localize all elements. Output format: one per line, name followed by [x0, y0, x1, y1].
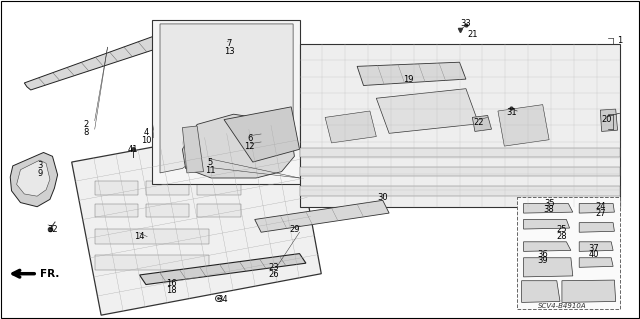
- Text: 25: 25: [557, 225, 567, 234]
- Text: 34: 34: [218, 295, 228, 304]
- Polygon shape: [357, 62, 466, 85]
- Polygon shape: [182, 114, 294, 178]
- Text: 35: 35: [544, 199, 554, 208]
- Text: 12: 12: [244, 142, 255, 151]
- Text: 31: 31: [507, 108, 517, 117]
- Text: 26: 26: [269, 270, 279, 279]
- Polygon shape: [524, 219, 570, 229]
- Polygon shape: [562, 280, 616, 302]
- Polygon shape: [140, 254, 306, 285]
- Text: 22: 22: [474, 118, 484, 127]
- Text: 13: 13: [224, 47, 234, 56]
- Polygon shape: [300, 186, 620, 196]
- Polygon shape: [72, 121, 321, 315]
- Text: 29: 29: [289, 225, 300, 234]
- Text: 32: 32: [47, 225, 58, 234]
- Polygon shape: [10, 152, 58, 207]
- Text: 39: 39: [538, 256, 548, 265]
- Text: 20: 20: [602, 115, 612, 124]
- Polygon shape: [152, 20, 300, 184]
- Polygon shape: [146, 204, 189, 217]
- Polygon shape: [224, 107, 300, 162]
- Text: 33: 33: [461, 19, 471, 28]
- Polygon shape: [579, 204, 614, 213]
- Text: 3: 3: [37, 161, 42, 170]
- Text: FR.: FR.: [40, 269, 60, 279]
- Polygon shape: [524, 242, 571, 251]
- Text: 19: 19: [403, 75, 413, 84]
- Polygon shape: [17, 160, 50, 196]
- Polygon shape: [498, 105, 549, 146]
- Polygon shape: [197, 181, 241, 195]
- Polygon shape: [24, 37, 161, 90]
- Text: 9: 9: [37, 169, 42, 178]
- Text: 36: 36: [538, 250, 548, 259]
- Text: 27: 27: [595, 209, 605, 218]
- Text: 4: 4: [143, 128, 148, 137]
- Text: 5: 5: [207, 158, 212, 167]
- Polygon shape: [600, 109, 618, 131]
- Text: 23: 23: [269, 263, 279, 272]
- Polygon shape: [300, 148, 620, 157]
- Text: 10: 10: [141, 136, 151, 145]
- Text: 2: 2: [84, 120, 89, 129]
- Text: 21: 21: [467, 30, 477, 39]
- Polygon shape: [300, 44, 620, 207]
- Text: 14: 14: [134, 232, 145, 241]
- Polygon shape: [95, 181, 138, 195]
- Polygon shape: [522, 281, 560, 302]
- Text: 30: 30: [378, 193, 388, 202]
- Text: 28: 28: [557, 232, 567, 241]
- Polygon shape: [376, 89, 479, 133]
- Text: 38: 38: [544, 205, 554, 214]
- Polygon shape: [579, 223, 614, 232]
- Polygon shape: [182, 126, 204, 173]
- Polygon shape: [472, 115, 492, 131]
- Text: 18: 18: [166, 286, 177, 295]
- Polygon shape: [524, 258, 573, 277]
- Polygon shape: [95, 229, 209, 244]
- Text: 41: 41: [128, 145, 138, 154]
- Polygon shape: [579, 258, 613, 267]
- Text: 1: 1: [617, 36, 622, 45]
- Text: SCV4-B4910A: SCV4-B4910A: [538, 303, 586, 308]
- Text: 8: 8: [84, 128, 89, 137]
- Polygon shape: [524, 204, 573, 213]
- Polygon shape: [95, 204, 138, 217]
- Text: 24: 24: [595, 202, 605, 211]
- Polygon shape: [255, 200, 389, 232]
- Polygon shape: [325, 111, 376, 143]
- Text: 7: 7: [227, 39, 232, 48]
- Polygon shape: [95, 255, 209, 270]
- Polygon shape: [517, 197, 620, 309]
- Polygon shape: [160, 24, 293, 173]
- Polygon shape: [197, 204, 241, 217]
- Text: 6: 6: [247, 134, 252, 143]
- Text: 40: 40: [589, 250, 599, 259]
- Polygon shape: [579, 242, 613, 251]
- Text: 16: 16: [166, 279, 177, 288]
- Text: 37: 37: [589, 244, 599, 253]
- Text: 11: 11: [205, 166, 215, 175]
- Polygon shape: [300, 167, 620, 176]
- Polygon shape: [146, 181, 189, 195]
